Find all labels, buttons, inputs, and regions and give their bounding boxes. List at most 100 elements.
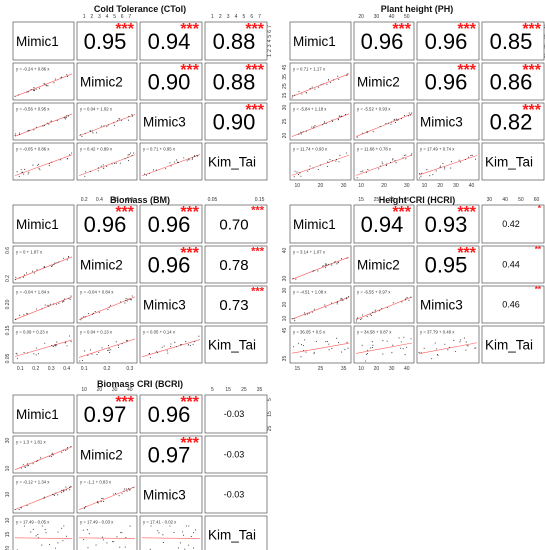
axis-tick-label: 30 [453, 183, 459, 189]
scatter-point [337, 342, 340, 344]
scatter-point [26, 352, 28, 354]
panel-title: Plant height (PH) [381, 4, 454, 14]
scatter-point [337, 261, 339, 263]
scatter-point [25, 272, 28, 274]
significance-stars: *** [457, 21, 476, 38]
correlation-value: 0.96 [148, 212, 191, 237]
scatter-point [33, 89, 35, 92]
scatter-point [177, 161, 180, 163]
scatter-point [347, 347, 349, 349]
significance-stars: *** [457, 62, 476, 79]
variable-label: Mimic3 [420, 115, 463, 130]
regression-line [14, 446, 73, 470]
scatter-point [55, 344, 57, 346]
scatter-point [362, 132, 364, 134]
scatter-point [313, 126, 315, 128]
scatter-point [128, 488, 130, 490]
scatter-point [129, 525, 131, 527]
scatter-point [28, 465, 30, 467]
regression-line [78, 154, 136, 176]
significance-stars: *** [522, 21, 541, 38]
matrix-cell [12, 285, 75, 324]
scatter-point [161, 346, 163, 348]
scatter-point [55, 303, 57, 305]
scatter-point [80, 319, 82, 321]
correlation-value: -0.03 [224, 409, 245, 419]
scatter-point [127, 156, 129, 158]
scatter-point [291, 97, 293, 99]
scatter-point [19, 277, 21, 279]
variable-label: Mimic2 [80, 258, 123, 273]
matrix-cell [416, 245, 480, 284]
variable-label: Mimic1 [16, 217, 59, 232]
scatter-point [454, 350, 456, 352]
matrix-cell [76, 245, 138, 284]
scatter-point [120, 531, 122, 534]
scatter-point [113, 124, 115, 126]
scatter-point [345, 152, 347, 154]
scatter-point [67, 446, 69, 449]
scatter-point [395, 162, 397, 164]
scatter-point [165, 168, 167, 170]
scatter-point [95, 544, 97, 546]
correlation-value: 0.93 [425, 212, 468, 237]
scatter-point [101, 347, 103, 349]
significance-stars: ** [535, 245, 542, 254]
correlation-value: 0.96 [84, 212, 127, 237]
matrix-cell [139, 245, 203, 284]
scatter-point [426, 169, 428, 171]
scatter-point [381, 161, 383, 163]
scatter-point [429, 175, 431, 177]
scatter-point [328, 161, 330, 163]
scatter-point [313, 308, 315, 310]
scatter-point [385, 122, 387, 125]
scatter-point [22, 276, 25, 278]
scatter-point [68, 115, 70, 117]
scatter-point [474, 347, 476, 349]
scatter-point [38, 168, 40, 170]
scatter-point [34, 90, 36, 92]
scatter-point [43, 265, 45, 268]
scatter-point [111, 163, 113, 165]
scatter-point [335, 160, 337, 162]
axis-tick-label: 7 [267, 25, 273, 28]
regression-equation: y = 0.42 + 0.89 x [80, 147, 113, 152]
scatter-point [106, 542, 108, 544]
regression-equation: y = -4.51 + 1.08 x [293, 290, 327, 295]
correlation-value: 0.42 [502, 219, 520, 229]
scatter-point [28, 130, 30, 132]
scatter-point [400, 347, 402, 349]
scatter-point [33, 88, 35, 91]
scatter-point [39, 457, 42, 459]
scatter-point [56, 341, 58, 343]
scatter-point [366, 130, 368, 133]
scatter-point [130, 152, 132, 154]
matrix-cell [416, 21, 480, 61]
scatter-point [33, 353, 35, 355]
scatter-point [128, 153, 130, 156]
scatter-point [84, 175, 86, 177]
scatter-point [27, 463, 29, 465]
axis-tick-label: 20 [437, 183, 443, 189]
matrix-cell [481, 285, 545, 324]
axis-tick-label: 1 [83, 14, 86, 20]
scatter-point [367, 353, 369, 355]
scatter-point [185, 341, 187, 343]
scatter-point [434, 342, 436, 344]
scatter-point [192, 343, 194, 345]
scatter-point [293, 317, 295, 320]
matrix-cell [139, 142, 203, 181]
scatter-point [132, 487, 134, 489]
significance-stars: *** [251, 285, 265, 297]
correlation-value: 0.96 [148, 402, 191, 427]
matrix-cell [76, 204, 138, 244]
scatter-point [362, 170, 364, 172]
scatter-point [297, 173, 300, 176]
variable-label: Mimic1 [16, 407, 59, 422]
pairs-panel: Cold Tolerance (CTol)1 2 3 4 5 6 7 1 2 3 4 5 6 712345… [12, 4, 273, 181]
matrix-cell [353, 204, 415, 244]
scatter-point [85, 505, 87, 508]
scatter-point [86, 529, 88, 531]
matrix-cell [204, 204, 268, 244]
scatter-point [365, 171, 367, 174]
